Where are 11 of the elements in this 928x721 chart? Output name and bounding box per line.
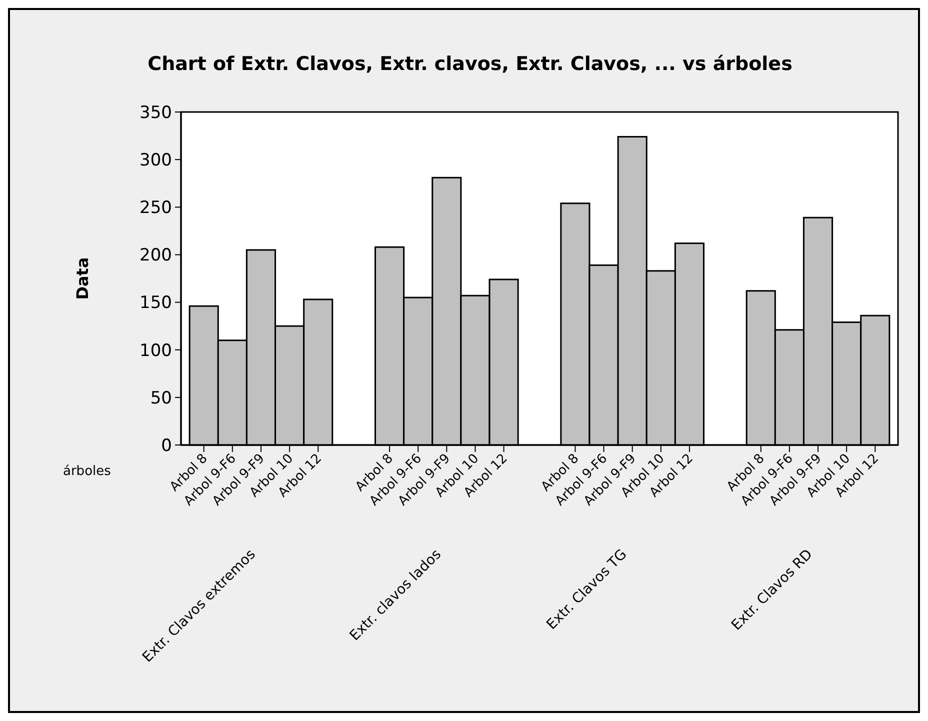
- y-tick-label: 250: [140, 198, 172, 218]
- y-tick-label: 300: [140, 150, 172, 171]
- y-axis-title: Data: [73, 257, 92, 300]
- x-axis-title: árboles: [63, 464, 112, 479]
- y-tick-label: 200: [140, 246, 172, 266]
- y-tick-label: 350: [140, 102, 172, 123]
- y-tick-label: 50: [150, 388, 172, 408]
- y-tick-label: 100: [140, 340, 172, 361]
- y-tick-label: 150: [140, 293, 172, 314]
- chart-title: Chart of Extr. Clavos, Extr. clavos, Extr. Clavos, ... vs árboles: [148, 53, 792, 75]
- y-tick-label: 0: [161, 436, 172, 456]
